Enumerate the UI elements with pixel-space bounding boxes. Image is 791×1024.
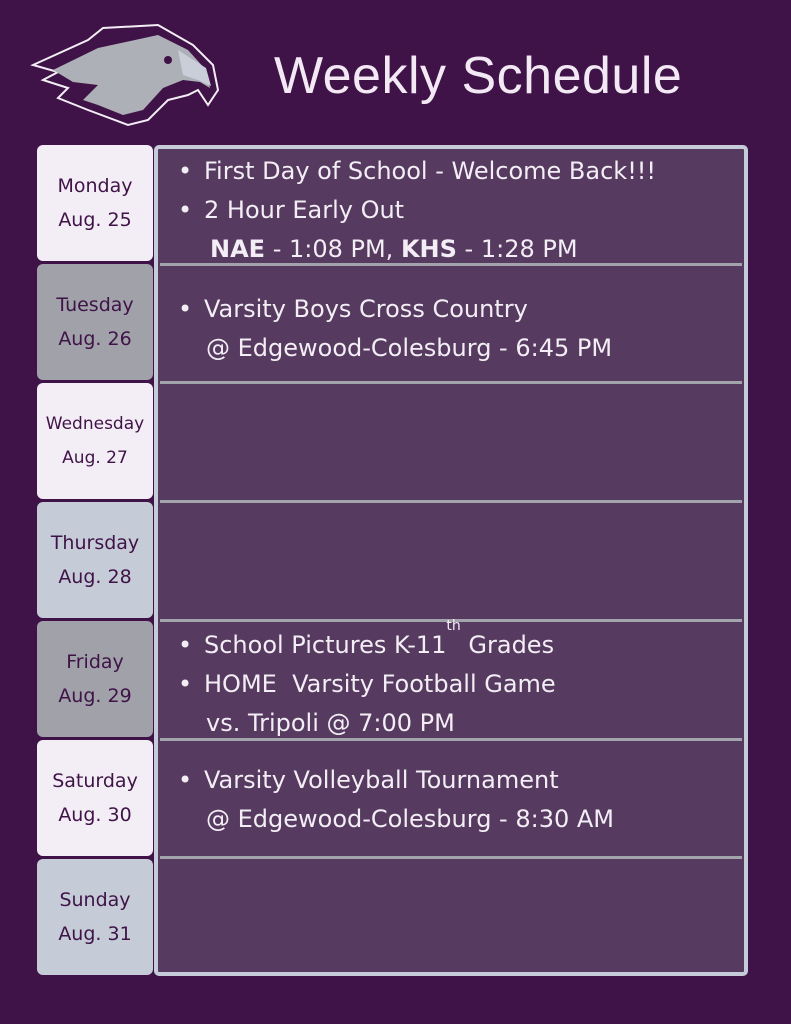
day-name: Sunday [59, 889, 131, 911]
event-item: 2 Hour Early Out [178, 191, 656, 230]
day-tuesday: Tuesday Aug. 26 [37, 264, 153, 380]
day-name: Tuesday [56, 294, 134, 316]
day-date: Aug. 31 [58, 923, 132, 945]
event-item: First Day of School - Welcome Back!!! [178, 152, 656, 191]
schedule-panel: First Day of School - Welcome Back!!! 2 … [154, 145, 748, 976]
event-detail: vs. Tripoli @ 7:00 PM [206, 709, 455, 737]
day-date: Aug. 30 [58, 804, 132, 826]
monday-events: First Day of School - Welcome Back!!! 2 … [178, 152, 656, 269]
day-date: Aug. 28 [58, 566, 132, 588]
day-sunday: Sunday Aug. 31 [37, 859, 153, 975]
day-name: Thursday [50, 532, 140, 554]
day-date: Aug. 26 [58, 328, 132, 350]
row-divider [160, 263, 742, 266]
eagle-logo [30, 23, 220, 127]
row-divider [160, 381, 742, 384]
row-divider [160, 856, 742, 859]
tuesday-events: Varsity Boys Cross Country @ Edgewood-Co… [178, 290, 612, 368]
day-wednesday: Wednesday Aug. 27 [37, 383, 153, 499]
page-title: Weekly Schedule [274, 47, 683, 105]
day-thursday: Thursday Aug. 28 [37, 502, 153, 618]
day-name: Friday [66, 651, 124, 673]
nae-time: - 1:08 PM, [265, 235, 401, 263]
khs-label: KHS [400, 235, 457, 263]
day-saturday: Saturday Aug. 30 [37, 740, 153, 856]
saturday-events: Varsity Volleyball Tournament @ Edgewood… [178, 761, 614, 839]
day-name: Monday [57, 175, 133, 197]
event-detail: @ Edgewood-Colesburg - 8:30 AM [206, 805, 614, 833]
nae-label: NAE [210, 235, 266, 263]
khs-time: - 1:28 PM [456, 235, 578, 263]
event-item: Varsity Boys Cross Country [178, 290, 612, 329]
day-date: Aug. 29 [58, 685, 132, 707]
row-divider [160, 738, 742, 741]
row-divider [160, 500, 742, 503]
day-monday: Monday Aug. 25 [37, 145, 153, 261]
event-item: HOME Varsity Football Game [178, 665, 556, 704]
day-date: Aug. 27 [62, 448, 128, 468]
day-name: Saturday [52, 770, 138, 792]
day-name: Wednesday [45, 414, 145, 434]
row-divider [160, 619, 742, 622]
day-friday: Friday Aug. 29 [37, 621, 153, 737]
event-detail: @ Edgewood-Colesburg - 6:45 PM [206, 334, 613, 362]
event-item: Varsity Volleyball Tournament [178, 761, 614, 800]
day-date: Aug. 25 [58, 209, 132, 231]
event-detail: NAE - 1:08 PM, KHS - 1:28 PM [178, 230, 656, 269]
